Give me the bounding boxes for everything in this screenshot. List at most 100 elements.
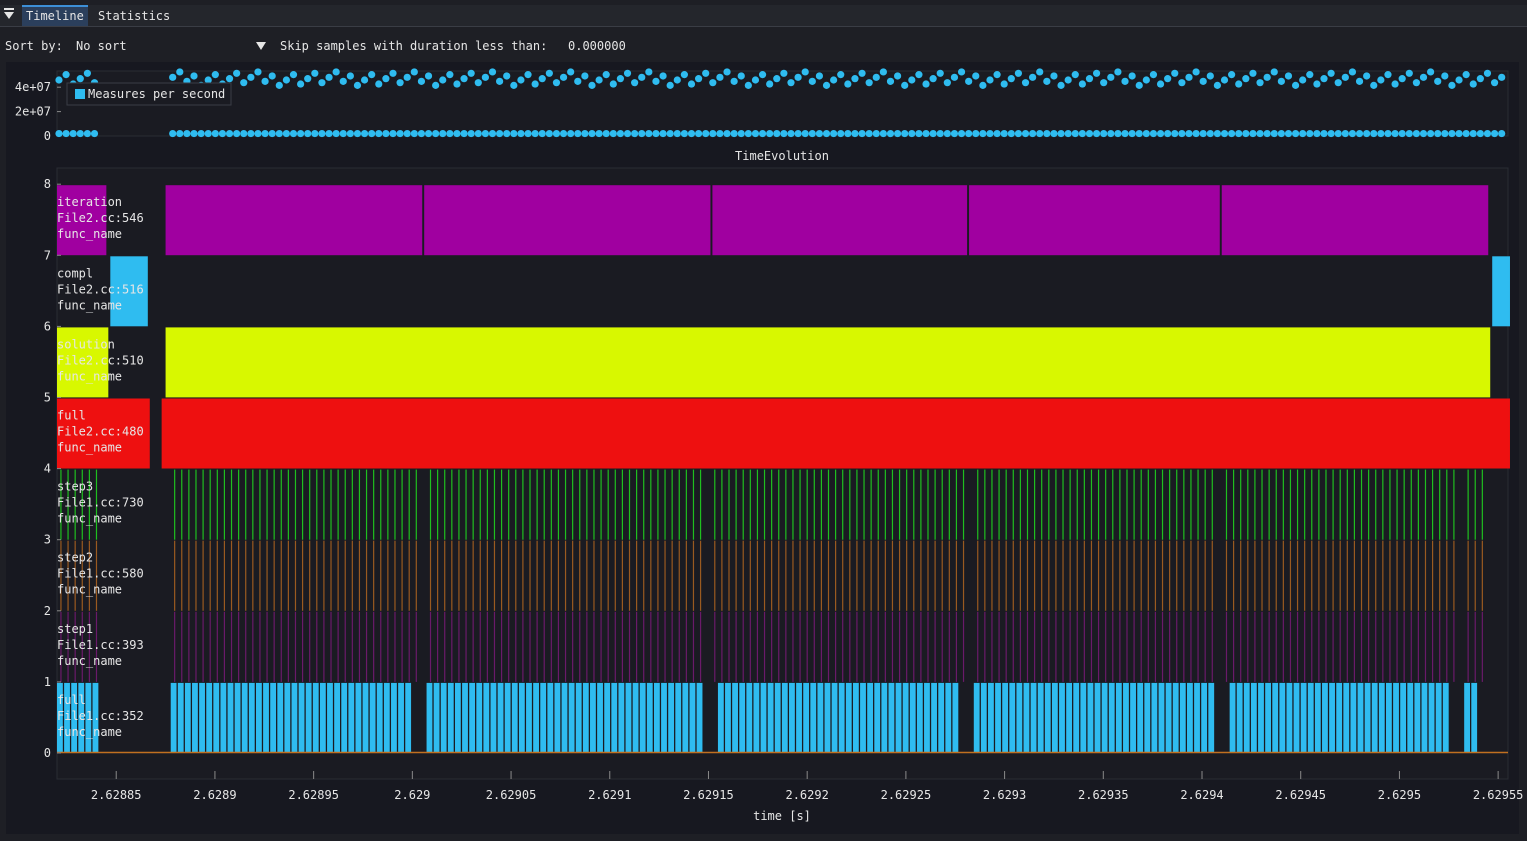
row-label-func: func_name xyxy=(57,298,122,312)
measure-point xyxy=(268,72,276,80)
measure-point xyxy=(83,129,92,138)
measure-point xyxy=(631,79,639,87)
measure-point xyxy=(176,129,184,138)
measure-point xyxy=(410,68,418,76)
measure-point xyxy=(1284,129,1293,138)
measure-point xyxy=(1348,68,1357,76)
timeline-title: TimeEvolution xyxy=(735,149,829,163)
measure-point xyxy=(552,79,561,87)
full-file1-block xyxy=(376,682,383,753)
measure-point xyxy=(773,75,781,83)
tab-timeline[interactable]: Timeline xyxy=(22,5,88,26)
full-file1-block xyxy=(1258,682,1264,753)
full-file1-block xyxy=(220,682,227,753)
measure-point xyxy=(858,129,866,138)
measure-point xyxy=(1078,80,1086,88)
measure-point xyxy=(559,73,568,81)
skip-duration-input[interactable]: 0.000000 xyxy=(562,36,682,56)
measure-point xyxy=(808,129,816,138)
full-file1-block xyxy=(1314,682,1321,753)
timeline-y-tick-label: 5 xyxy=(44,391,51,405)
measure-point xyxy=(396,129,404,138)
timeline-block-iteration xyxy=(969,185,1220,256)
full-file1-block xyxy=(632,682,639,753)
measure-point xyxy=(908,76,916,84)
measure-point xyxy=(446,129,454,138)
measure-point xyxy=(837,71,845,79)
row-label-name: iteration xyxy=(57,195,122,209)
full-file1-block xyxy=(426,682,433,753)
measure-point xyxy=(929,75,937,83)
full-file1-block xyxy=(547,682,554,753)
tab-statistics[interactable]: Statistics xyxy=(98,9,171,23)
measure-point xyxy=(659,129,667,138)
measure-point xyxy=(446,71,454,79)
measure-point xyxy=(1036,129,1044,138)
full-file1-block xyxy=(483,682,490,753)
measure-point xyxy=(652,77,660,85)
measure-point xyxy=(254,68,262,76)
measure-point xyxy=(1249,69,1257,77)
row-label-file: File1.cc:393 xyxy=(57,638,144,652)
measure-point xyxy=(1398,75,1406,83)
measure-point xyxy=(1107,129,1115,138)
measure-point xyxy=(1199,77,1207,85)
measure-point xyxy=(723,129,731,138)
measure-point xyxy=(1490,79,1499,87)
measure-point xyxy=(69,129,77,138)
measure-point xyxy=(1021,79,1030,87)
timeline-x-tick-label: 2.6291 xyxy=(588,788,631,802)
measure-point xyxy=(1434,129,1442,138)
measure-point xyxy=(1299,76,1307,84)
measure-point xyxy=(1277,77,1285,85)
measure-point xyxy=(865,79,873,87)
full-file1-block xyxy=(668,682,675,753)
timeline-block-compl xyxy=(110,256,148,327)
measure-point xyxy=(737,129,745,138)
full-file1-block xyxy=(945,682,952,753)
timeline-x-tick-label: 2.62945 xyxy=(1275,788,1326,802)
measure-point xyxy=(638,73,646,81)
measure-point xyxy=(1029,73,1037,81)
measure-point xyxy=(737,72,745,80)
measure-point xyxy=(595,129,603,138)
full-file1-block xyxy=(831,682,838,753)
timeline-y-tick-label: 0 xyxy=(44,746,51,760)
timeline-x-tick-label: 2.62955 xyxy=(1473,788,1524,802)
collapse-arrow-icon[interactable] xyxy=(4,12,14,19)
measure-point xyxy=(403,129,411,138)
measure-point xyxy=(360,129,369,138)
measure-point xyxy=(510,81,518,89)
measure-point xyxy=(1128,72,1136,80)
full-file1-block xyxy=(469,682,476,753)
chevron-down-icon[interactable] xyxy=(256,42,266,50)
measure-point xyxy=(1434,77,1442,85)
measure-point xyxy=(339,77,347,85)
row-label-name: full xyxy=(57,693,86,707)
measure-point xyxy=(1007,129,1015,138)
measure-point xyxy=(986,129,994,138)
measure-point xyxy=(815,72,824,80)
measure-point xyxy=(787,79,795,87)
full-file1-block xyxy=(1400,682,1407,753)
full-file1-block xyxy=(1236,682,1243,753)
measure-point xyxy=(1391,129,1399,138)
measure-point xyxy=(794,129,802,138)
row-label-name: full xyxy=(57,409,86,423)
timeline-y-tick-label: 7 xyxy=(44,248,51,262)
sort-select[interactable]: No sort xyxy=(70,36,270,56)
full-file1-block xyxy=(1037,682,1044,753)
measure-point xyxy=(481,73,489,81)
measure-point xyxy=(1327,69,1335,77)
row-label-file: File2.cc:480 xyxy=(57,425,144,439)
full-file1-block xyxy=(1364,682,1371,753)
measure-point xyxy=(581,72,589,80)
measure-point xyxy=(1455,76,1463,84)
full-file1-block xyxy=(1016,682,1023,753)
measure-point xyxy=(1206,72,1214,80)
measure-point xyxy=(922,80,930,88)
measure-point xyxy=(702,69,710,77)
measure-point xyxy=(1242,129,1250,138)
measure-point xyxy=(325,73,333,81)
